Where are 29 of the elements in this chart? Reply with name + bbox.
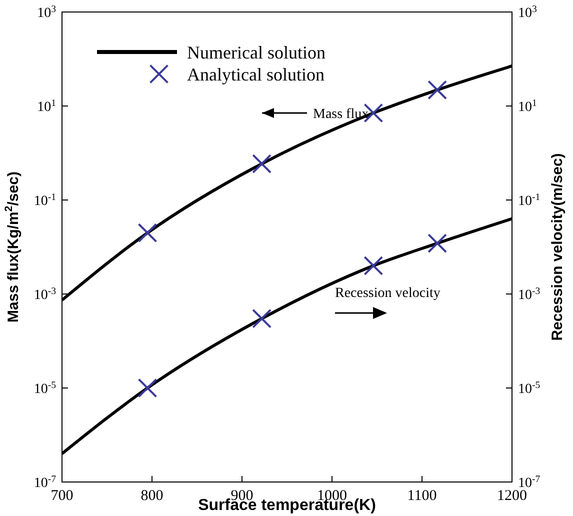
y-tick-label: 10$^{-5}$	[34, 379, 56, 397]
x-tick-label: 1200	[497, 488, 527, 504]
point	[252, 154, 272, 174]
line-series	[60, 64, 514, 302]
x-tick-label: 1100	[407, 488, 437, 504]
y-tick-label: 10$^{1}$	[37, 97, 56, 115]
annotation: Recession velocity	[335, 286, 440, 301]
text: 10$^{-3}$	[518, 285, 540, 303]
x-tick-label: 800	[140, 488, 164, 504]
text: 10$^{-7}$	[518, 473, 540, 491]
y-tick-label: 10$^{-7}$	[34, 473, 56, 491]
y2-axis-title: Recession velocity(m/sec)	[549, 153, 566, 341]
y-tick-label: 10$^{-1}$	[34, 191, 56, 209]
legend-label: Numerical solution	[187, 42, 326, 62]
point	[138, 378, 158, 398]
text: 10$^{-1}$	[518, 191, 540, 209]
text: 10$^{-5}$	[518, 379, 540, 397]
point	[428, 80, 448, 100]
y-tick-label: 10$^{-3}$	[34, 285, 56, 303]
point	[364, 256, 384, 276]
line-series	[60, 217, 514, 456]
y-tick-label: 10$^{3}$	[37, 3, 56, 21]
point	[428, 234, 448, 253]
text: 10$^{1}$	[518, 97, 537, 115]
point	[138, 223, 158, 243]
legend-label: Analytical solution	[187, 64, 324, 84]
text: 10$^{3}$	[518, 3, 537, 21]
x-tick-label: 700	[50, 488, 74, 504]
point	[252, 308, 272, 328]
